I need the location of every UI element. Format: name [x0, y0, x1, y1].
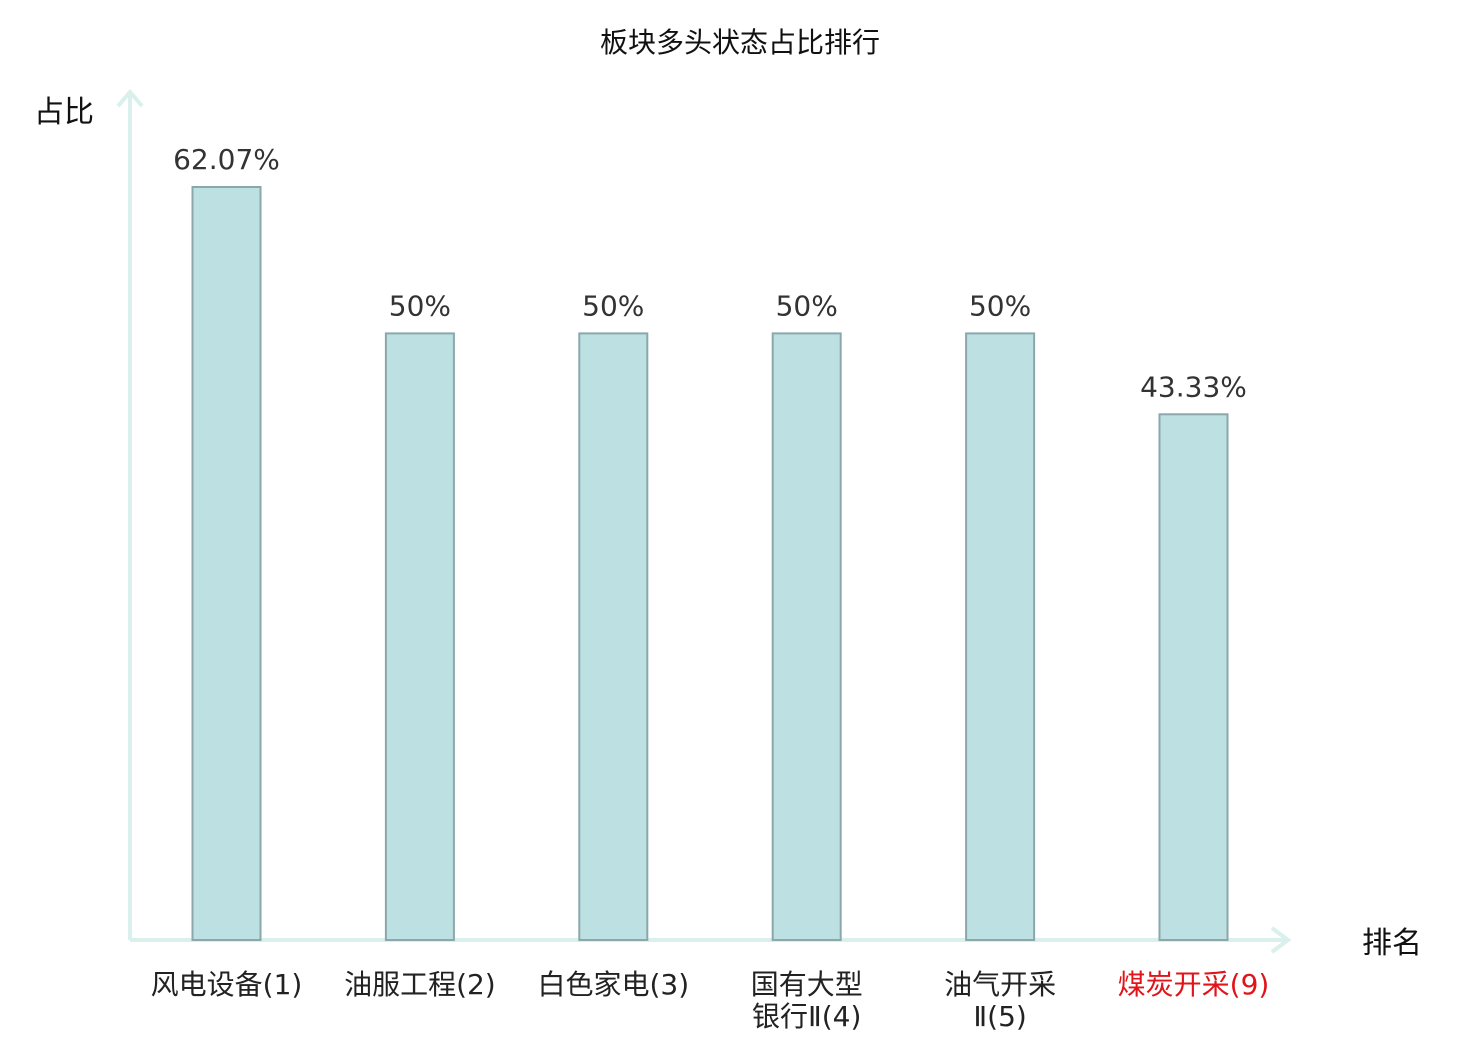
category-label-2: 油服工程(2): [344, 968, 496, 1001]
bar-4: [771, 332, 842, 941]
value-label-1: 62.07%: [173, 143, 280, 176]
bars: [191, 186, 1229, 941]
chart-title: 板块多头状态占比排行: [600, 26, 880, 59]
category-label-1: 风电设备(1): [151, 968, 303, 1001]
category-label-4-line-1: 国有大型: [751, 968, 863, 1001]
value-label-4: 50%: [776, 289, 838, 322]
x-axis: [130, 926, 1292, 954]
value-label-2: 50%: [389, 289, 451, 322]
x-axis-title: 排名: [1362, 926, 1422, 961]
category-label-5-line-1: 油气开采: [944, 968, 1056, 1001]
category-label-4-line-2: 银行Ⅱ(4): [752, 1000, 861, 1033]
y-axis: [116, 88, 144, 940]
value-label-6: 43.33%: [1140, 370, 1247, 403]
bar-2: [384, 332, 455, 941]
y-axis-title: 占比: [34, 95, 94, 130]
bar-1: [191, 186, 262, 941]
category-label-3: 白色家电(3): [537, 968, 689, 1001]
bar-3: [578, 332, 649, 941]
bar-5: [965, 332, 1036, 941]
value-label-3: 50%: [582, 289, 644, 322]
category-label-6: 煤炭开采(9): [1118, 968, 1270, 1001]
category-label-5-line-2: Ⅱ(5): [973, 1000, 1026, 1033]
value-label-5: 50%: [969, 289, 1031, 322]
bar-6: [1158, 413, 1229, 941]
value-labels: 62.07% 50% 50% 50% 50% 43.33%: [173, 143, 1247, 403]
